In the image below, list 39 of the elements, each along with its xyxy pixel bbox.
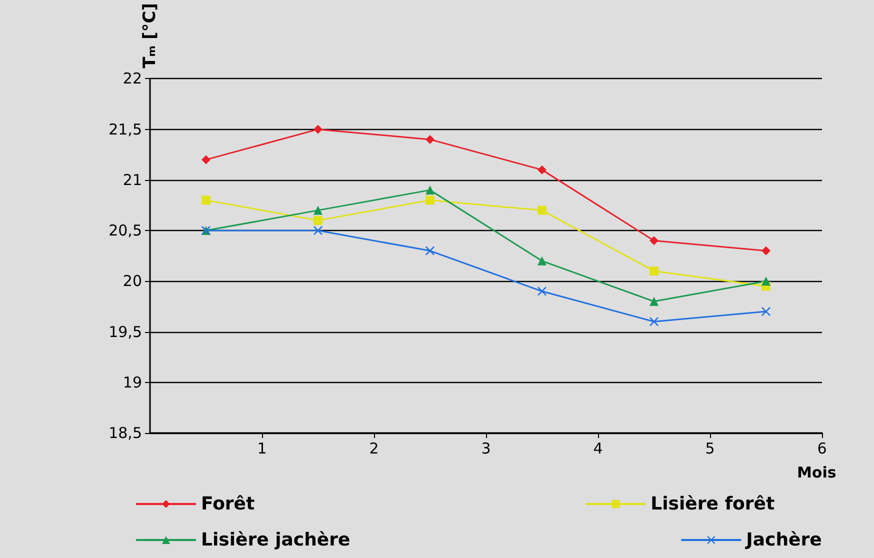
point: [650, 236, 658, 246]
x-tick-label: 2: [369, 440, 379, 458]
point: [314, 216, 322, 225]
point: [538, 286, 546, 296]
point: [538, 165, 546, 174]
point: [650, 317, 658, 326]
x-tick-label: 5: [705, 440, 715, 458]
y-tick-label: 20: [122, 272, 142, 290]
y-axis-title: Tₘ [°C]: [140, 3, 160, 68]
point: [314, 206, 322, 215]
x-tick-label: 4: [593, 440, 603, 458]
point: [538, 206, 546, 215]
point: [762, 246, 770, 256]
legend-label: Forêt: [201, 494, 256, 514]
point: [762, 276, 770, 286]
point: [650, 296, 658, 306]
y-tick-label: 19: [122, 373, 142, 392]
legend-label: Lisière forêt: [650, 494, 775, 514]
point: [426, 246, 434, 256]
point: [202, 155, 210, 164]
y-tick-label: 18,5: [108, 424, 142, 442]
point: [426, 186, 434, 195]
y-tick-label: 19,5: [108, 322, 142, 341]
y-tick-label: 22: [122, 70, 142, 88]
point: [314, 124, 322, 134]
y-tick-label: 21: [122, 170, 142, 189]
point: [426, 134, 434, 144]
x-tick-label: 6: [817, 440, 827, 458]
point: [650, 266, 658, 276]
x-tick-label: 3: [481, 440, 491, 458]
y-tick-label: 21,5: [108, 120, 142, 138]
x-axis-title: Mois: [797, 464, 836, 482]
y-tick-label: 20,5: [108, 222, 142, 240]
legend-label: Jachère: [744, 530, 822, 550]
legend-label: Lisière jachère: [201, 530, 350, 550]
point: [426, 196, 434, 205]
point: [538, 256, 546, 266]
x-tick-label: 1: [257, 440, 267, 458]
point: [202, 196, 210, 205]
